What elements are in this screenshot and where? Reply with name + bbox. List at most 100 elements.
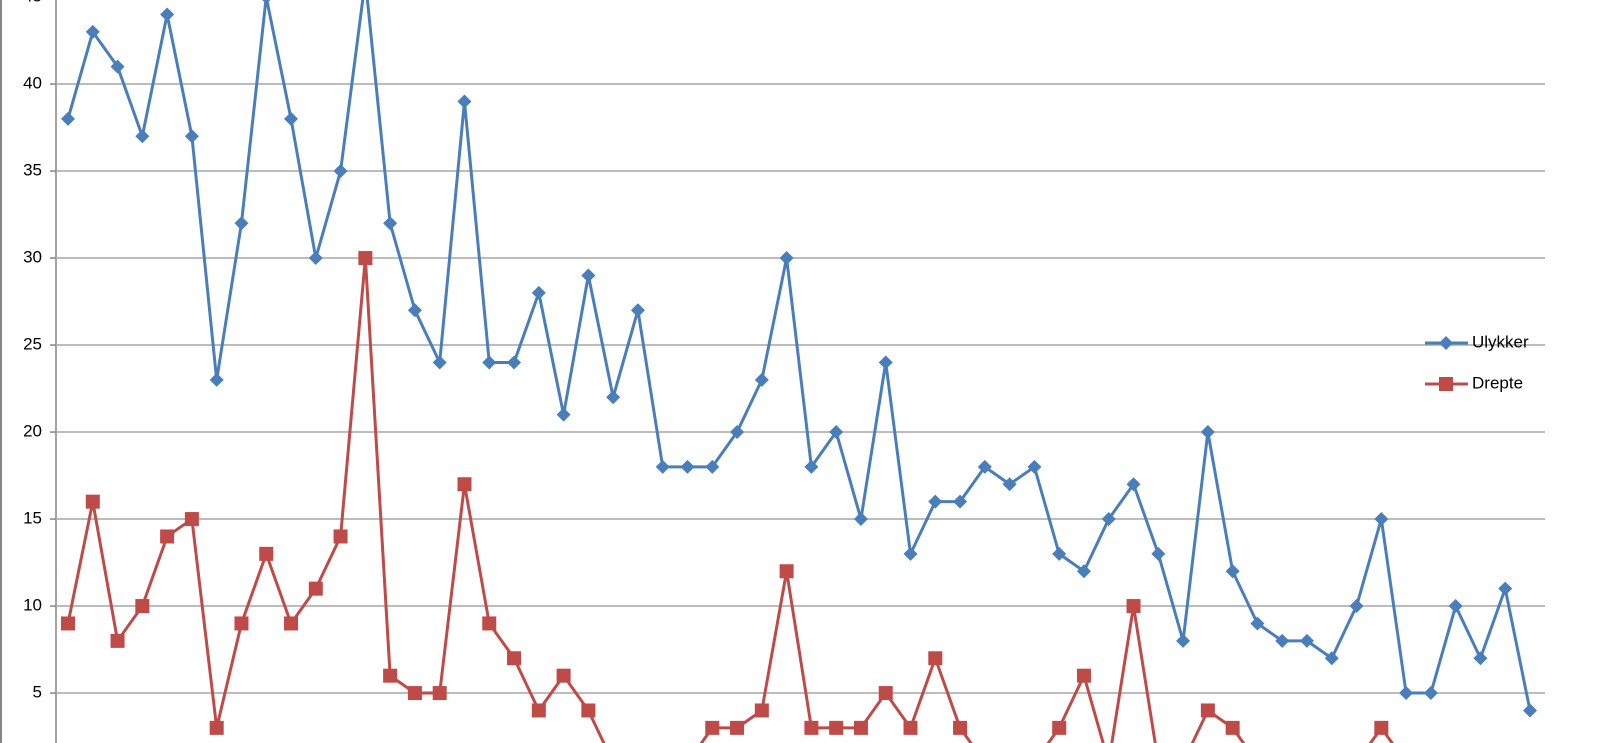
data-point [581, 703, 596, 718]
data-point [829, 425, 844, 440]
data-point [457, 94, 472, 109]
data-point [878, 355, 893, 370]
data-point [333, 529, 348, 544]
data-point [1473, 651, 1488, 666]
data-point [1374, 720, 1389, 735]
data-point [234, 216, 249, 231]
data-point [482, 355, 497, 370]
data-point [977, 459, 992, 474]
data-point [383, 668, 398, 683]
data-point [1052, 720, 1067, 735]
y-tick-label: 35 [23, 161, 42, 180]
data-point [407, 303, 422, 318]
y-tick-label: 10 [23, 596, 42, 615]
data-point [1076, 564, 1091, 579]
data-point [184, 129, 199, 144]
y-tick-label: 40 [23, 74, 42, 93]
data-point [259, 546, 274, 561]
data-point [779, 251, 794, 266]
data-point [1200, 425, 1215, 440]
data-point [1498, 581, 1513, 596]
data-point [507, 651, 522, 666]
data-point [1126, 599, 1141, 614]
data-point [507, 355, 522, 370]
data-point [903, 720, 918, 735]
data-point [432, 355, 447, 370]
data-point [953, 720, 968, 735]
data-point [630, 303, 645, 318]
data-point [1399, 686, 1414, 701]
legend-label: Ulykker [1472, 332, 1529, 351]
data-point [1299, 633, 1314, 648]
data-point [705, 720, 720, 735]
data-point [1523, 703, 1537, 718]
data-point [531, 285, 546, 300]
data-point [1349, 599, 1364, 614]
data-point [1275, 633, 1290, 648]
data-point [1374, 512, 1389, 527]
data-point [1324, 651, 1339, 666]
data-point [482, 616, 497, 631]
data-point [804, 459, 819, 474]
data-point [1176, 633, 1191, 648]
data-point [308, 581, 323, 596]
data-point [160, 529, 175, 544]
data-point [308, 251, 323, 266]
data-point [754, 703, 769, 718]
data-point [655, 459, 670, 474]
data-point [1101, 512, 1116, 527]
data-point [1151, 546, 1166, 561]
plot-area: 5 10 15 20 25 30 35 40 45 [23, 0, 1545, 743]
series-line [66, 0, 1532, 711]
data-point [432, 686, 447, 701]
data-point [1200, 703, 1215, 718]
data-point [457, 477, 472, 492]
data-point [953, 494, 968, 509]
data-point [61, 616, 75, 631]
data-point [754, 372, 769, 387]
data-point [284, 111, 299, 126]
data-point [779, 564, 794, 579]
y-tick-label: 45 [23, 0, 42, 6]
data-point [184, 512, 199, 527]
data-point [85, 24, 100, 39]
data-point [383, 216, 398, 231]
data-point [730, 425, 745, 440]
data-point [209, 720, 224, 735]
data-point [135, 599, 150, 614]
data-point [1423, 686, 1438, 701]
y-tick-label: 15 [23, 509, 42, 528]
series-line [66, 256, 1394, 743]
data-point [209, 372, 224, 387]
data-point [531, 703, 546, 718]
data-point [1250, 616, 1265, 631]
data-point [903, 546, 918, 561]
data-point [1126, 477, 1141, 492]
data-point [234, 616, 249, 631]
data-point [1225, 720, 1240, 735]
data-point [333, 164, 348, 179]
data-point [61, 111, 75, 126]
data-point [853, 720, 868, 735]
data-point [556, 407, 571, 422]
data-point [928, 651, 943, 666]
data-point [407, 686, 422, 701]
data-point [284, 616, 299, 631]
legend-label: Drepte [1472, 373, 1523, 392]
data-point [730, 720, 745, 735]
data-point [110, 633, 125, 648]
data-point [680, 459, 695, 474]
y-tick-label: 25 [23, 335, 42, 354]
data-point [110, 59, 125, 74]
data-point [160, 7, 175, 22]
data-point [135, 129, 150, 144]
data-point [1076, 668, 1091, 683]
data-point [1002, 477, 1017, 492]
data-point [878, 686, 893, 701]
data-point [705, 459, 720, 474]
y-tick-label: 20 [23, 422, 42, 441]
data-point [85, 494, 100, 509]
data-point [556, 668, 571, 683]
data-point [581, 268, 596, 283]
